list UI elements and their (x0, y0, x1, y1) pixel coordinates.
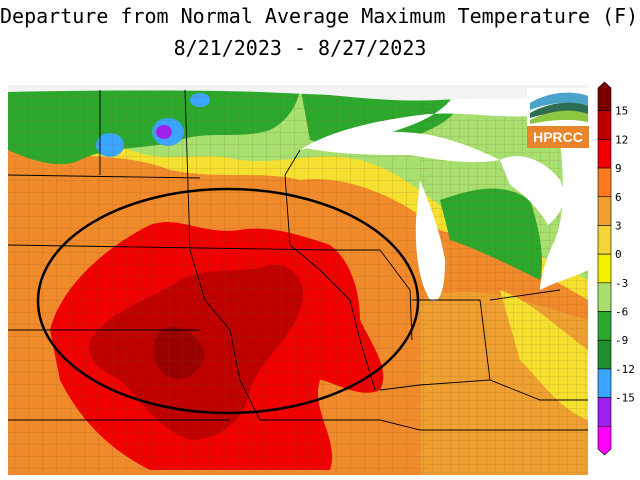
legend-label: 12 (615, 133, 628, 146)
hprcc-logo-icon: HPRCC (527, 88, 589, 148)
legend-label: 9 (615, 162, 622, 175)
legend-swatch (597, 368, 612, 398)
legend-swatch (597, 225, 612, 255)
legend-swatch (597, 426, 612, 456)
legend-label: -15 (615, 392, 635, 405)
legend-label: -6 (615, 306, 628, 319)
map-title: Departure from Normal Average Maximum Te… (0, 4, 639, 28)
legend-swatch (597, 311, 612, 341)
legend-label: -9 (615, 334, 628, 347)
legend-swatch (597, 110, 612, 140)
legend-swatch (597, 139, 612, 169)
legend-swatch (597, 282, 612, 312)
state-borders (8, 89, 588, 431)
highlight-ellipse (36, 187, 420, 415)
legend-label: 3 (615, 219, 622, 232)
legend-swatch (597, 167, 612, 198)
lake-huron (500, 156, 565, 225)
legend-swatch (597, 196, 612, 226)
legend-swatch (597, 339, 612, 370)
legend-label: 15 (615, 105, 628, 118)
legend-swatch (597, 397, 612, 427)
logo-text: HPRCC (533, 129, 583, 145)
map-date-range: 8/21/2023 - 8/27/2023 (173, 36, 427, 60)
lake-superior-body (305, 131, 500, 163)
legend-label: -12 (615, 363, 635, 376)
legend-label: 6 (615, 191, 622, 204)
legend-label: 0 (615, 248, 622, 261)
lake-michigan (415, 180, 445, 301)
legend-swatch (597, 253, 612, 284)
legend-swatch (597, 81, 612, 111)
canada-region (8, 85, 588, 101)
legend-label: -3 (615, 277, 628, 290)
